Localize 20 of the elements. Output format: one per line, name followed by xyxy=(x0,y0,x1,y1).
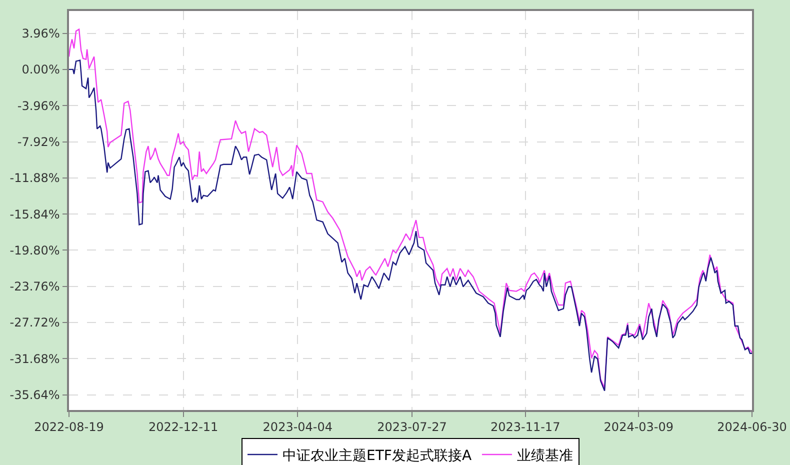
y-tick-label: -31.68% xyxy=(10,352,60,366)
y-tick-label: -15.84% xyxy=(10,207,60,222)
x-tick-label: 2022-08-19 xyxy=(34,420,104,434)
y-tick-label: -27.72% xyxy=(10,316,60,330)
x-tick-label: 2023-04-04 xyxy=(262,420,333,434)
legend-label: 中证农业主题ETF发起式联接A xyxy=(282,448,472,464)
y-tick-label: -23.76% xyxy=(10,280,60,294)
x-tick-label: 2023-11-17 xyxy=(490,420,560,434)
y-tick-label: 0.00% xyxy=(22,62,60,77)
y-tick-label: 3.96% xyxy=(22,26,60,40)
x-tick-label: 2022-12-11 xyxy=(148,420,218,434)
legend-label: 业绩基准 xyxy=(516,448,573,464)
y-tick-label: -11.88% xyxy=(10,171,60,186)
x-tick-label: 2023-07-27 xyxy=(377,420,447,434)
y-tick-label: -19.80% xyxy=(10,243,60,258)
y-tick-label: -7.92% xyxy=(17,134,60,149)
x-tick-label: 2024-03-09 xyxy=(604,420,674,434)
x-tick-label: 2024-06-30 xyxy=(717,420,787,434)
y-tick-label: -3.96% xyxy=(17,98,60,113)
y-tick-label: -35.64% xyxy=(10,388,60,402)
